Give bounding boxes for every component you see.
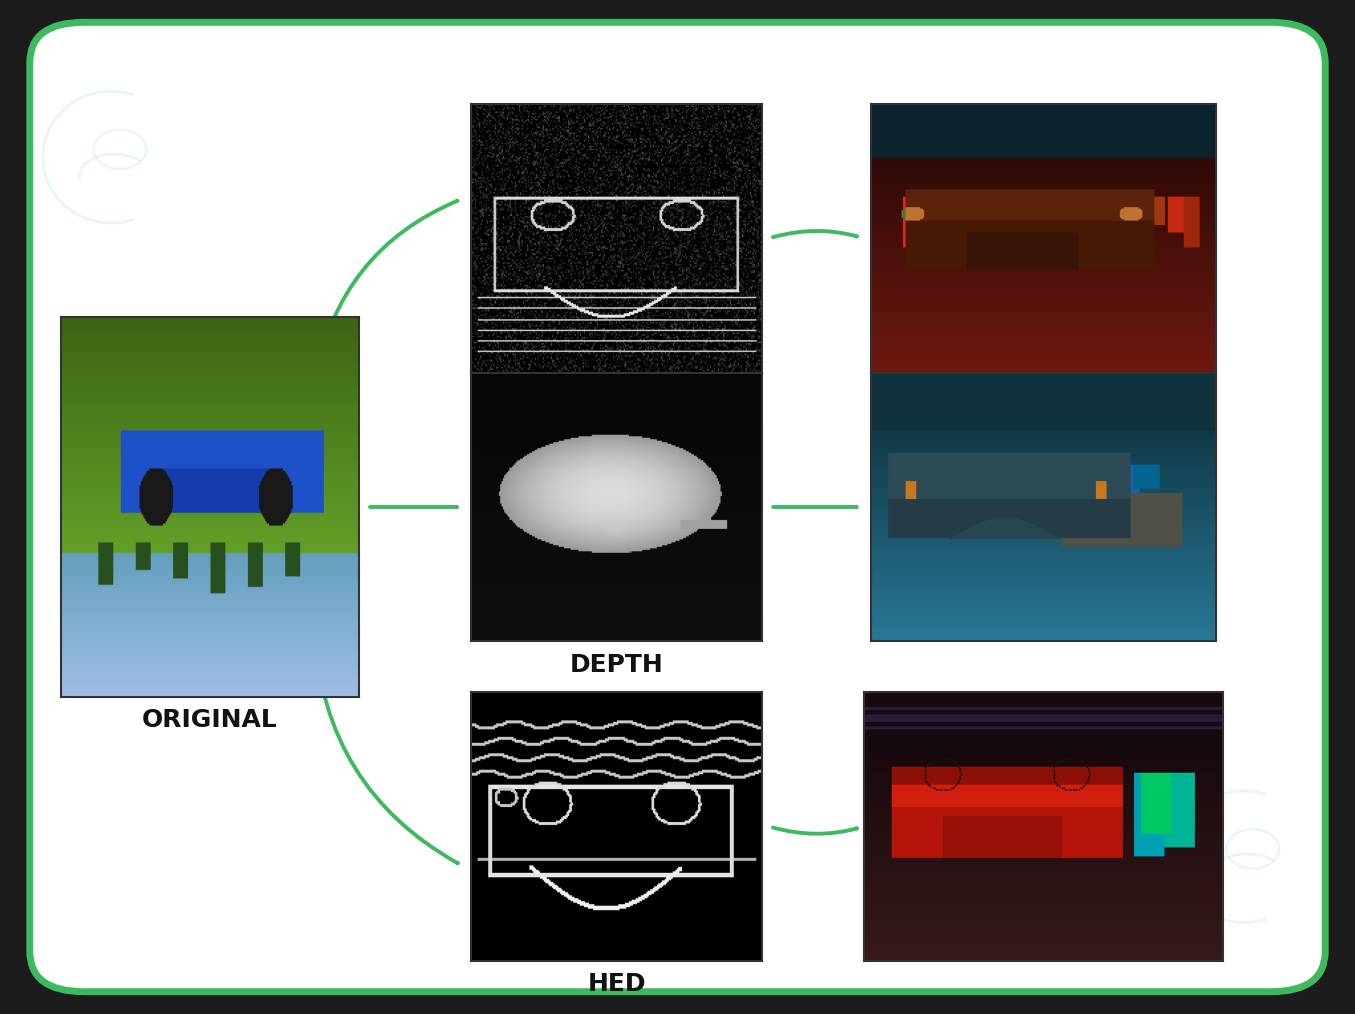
Text: CANNY: CANNY [568, 384, 665, 408]
Text: HED: HED [587, 972, 646, 996]
Text: DEPTH: DEPTH [569, 653, 664, 676]
FancyBboxPatch shape [30, 22, 1325, 992]
Text: ORIGINAL: ORIGINAL [142, 709, 278, 732]
